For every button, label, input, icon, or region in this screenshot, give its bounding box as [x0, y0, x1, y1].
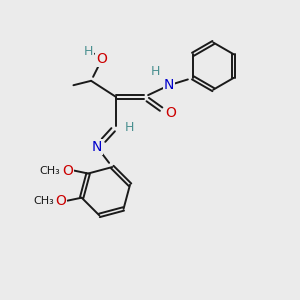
Text: O: O: [96, 52, 107, 66]
Text: CH₃: CH₃: [40, 166, 60, 176]
Text: N: N: [92, 140, 102, 154]
Text: O: O: [165, 106, 176, 120]
Text: H: H: [83, 45, 93, 58]
Text: CH₃: CH₃: [33, 196, 54, 206]
Text: H: H: [151, 65, 160, 79]
Text: H: H: [125, 122, 134, 134]
Text: N: N: [164, 78, 174, 92]
Text: O: O: [56, 194, 67, 208]
Text: O: O: [62, 164, 73, 178]
